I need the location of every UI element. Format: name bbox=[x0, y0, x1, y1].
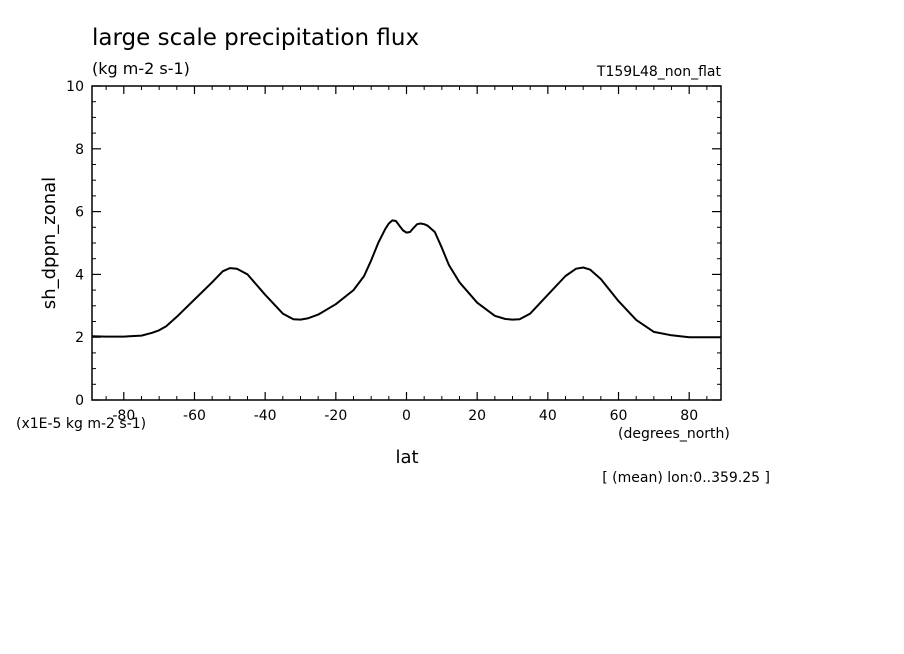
data-layer bbox=[91, 219, 721, 339]
y-scale-note: (x1E-5 kg m-2 s-1) bbox=[16, 416, 146, 432]
x-tick-label: 60 bbox=[610, 408, 628, 424]
series-line bbox=[91, 219, 721, 339]
x-tick-label: 20 bbox=[468, 408, 486, 424]
y-tick-label: 8 bbox=[75, 142, 84, 158]
y-tick-label: 10 bbox=[66, 79, 84, 95]
x-tick-label: -40 bbox=[254, 408, 277, 424]
axis-ticks: -80 -60 -40 -20 0 20 40 60 80 0 2 4 6 8 10 bbox=[66, 79, 721, 424]
y-axis-label: sh_dppn_zonal bbox=[39, 177, 60, 309]
chart-title: large scale precipitation flux bbox=[92, 25, 419, 51]
y-tick-label: 4 bbox=[75, 267, 84, 283]
x-tick-label: -80 bbox=[112, 408, 135, 424]
y-tick-label: 2 bbox=[75, 330, 84, 346]
plot-frame bbox=[91, 85, 722, 401]
y-tick-label: 0 bbox=[75, 393, 84, 409]
chart-units: (kg m-2 s-1) bbox=[92, 59, 190, 78]
x-tick-label: -20 bbox=[324, 408, 347, 424]
run-label: T159L48_non_flat bbox=[596, 64, 722, 80]
x-tick-label: 40 bbox=[539, 408, 557, 424]
x-axis-units: (degrees_north) bbox=[618, 426, 730, 442]
x-axis-label: lat bbox=[395, 447, 418, 468]
footnote: [ (mean) lon:0..359.25 ] bbox=[602, 470, 770, 486]
x-tick-label: 0 bbox=[402, 408, 411, 424]
x-tick-label: -60 bbox=[183, 408, 206, 424]
x-tick-label: 80 bbox=[680, 408, 698, 424]
y-tick-label: 6 bbox=[75, 205, 84, 221]
